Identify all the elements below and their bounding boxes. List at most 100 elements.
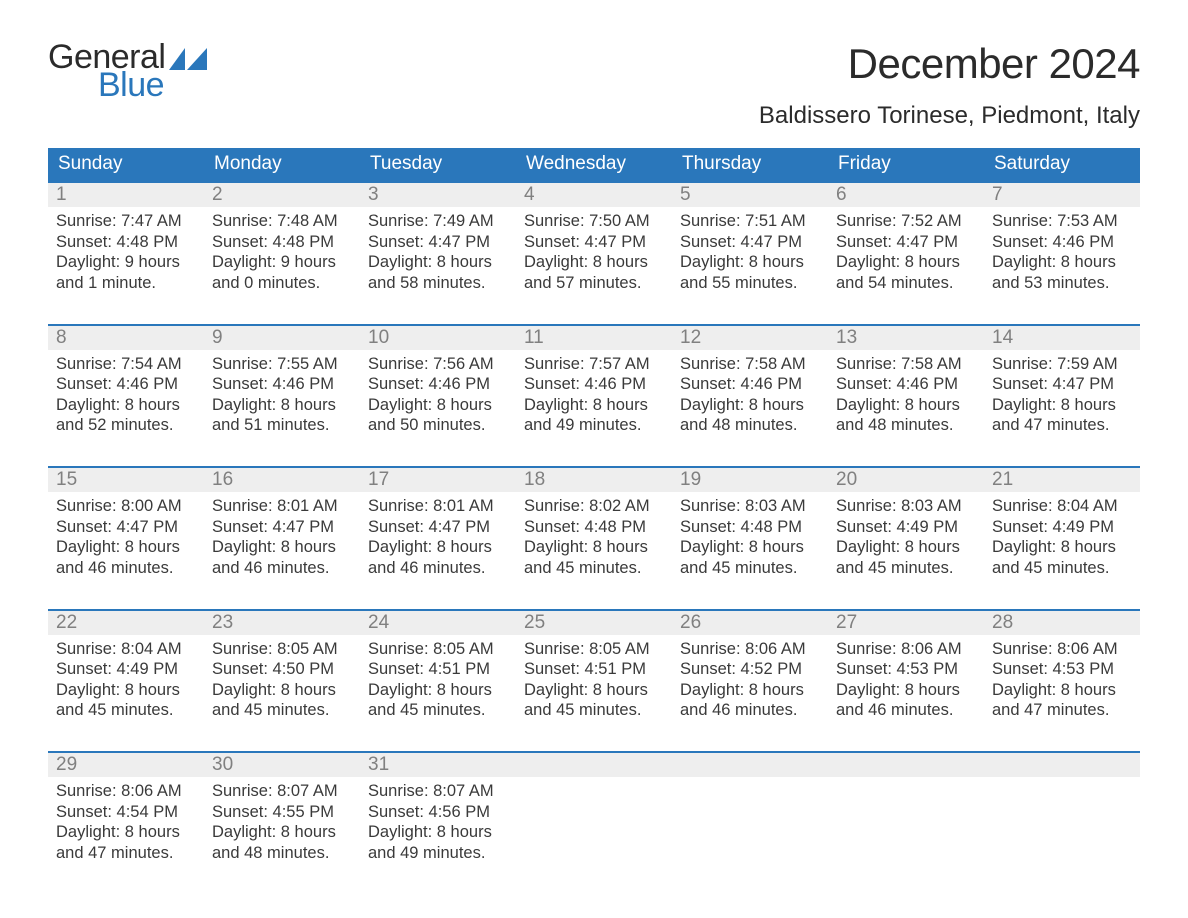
- daylight-line-2: and 46 minutes.: [212, 558, 352, 579]
- daylight-line-1: Daylight: 8 hours: [368, 537, 508, 558]
- daylight-line-1: Daylight: 8 hours: [212, 822, 352, 843]
- sunrise-line: Sunrise: 8:07 AM: [368, 781, 508, 802]
- day-cell: Sunrise: 8:03 AMSunset: 4:48 PMDaylight:…: [672, 492, 828, 579]
- day-number: [672, 753, 828, 777]
- daylight-line-2: and 54 minutes.: [836, 273, 976, 294]
- sunset-line: Sunset: 4:46 PM: [680, 374, 820, 395]
- sunset-line: Sunset: 4:51 PM: [368, 659, 508, 680]
- day-number: 18: [516, 468, 672, 492]
- sunset-line: Sunset: 4:48 PM: [680, 517, 820, 538]
- sunrise-line: Sunrise: 7:49 AM: [368, 211, 508, 232]
- logo-text-blue: Blue: [98, 68, 207, 102]
- day-cell: Sunrise: 8:05 AMSunset: 4:51 PMDaylight:…: [360, 635, 516, 722]
- day-cell: Sunrise: 8:06 AMSunset: 4:52 PMDaylight:…: [672, 635, 828, 722]
- calendar-header-row: Sunday Monday Tuesday Wednesday Thursday…: [48, 148, 1140, 181]
- day-number: [516, 753, 672, 777]
- sunrise-line: Sunrise: 8:06 AM: [836, 639, 976, 660]
- daylight-line-1: Daylight: 8 hours: [524, 537, 664, 558]
- day-number: 11: [516, 326, 672, 350]
- sunrise-line: Sunrise: 7:58 AM: [680, 354, 820, 375]
- sunrise-line: Sunrise: 7:55 AM: [212, 354, 352, 375]
- daylight-line-1: Daylight: 8 hours: [56, 395, 196, 416]
- sunset-line: Sunset: 4:52 PM: [680, 659, 820, 680]
- day-number: 16: [204, 468, 360, 492]
- daylight-line-2: and 47 minutes.: [992, 700, 1132, 721]
- daylight-line-2: and 48 minutes.: [680, 415, 820, 436]
- day-cell: Sunrise: 8:05 AMSunset: 4:51 PMDaylight:…: [516, 635, 672, 722]
- daylight-line-1: Daylight: 8 hours: [524, 395, 664, 416]
- day-cell: Sunrise: 7:57 AMSunset: 4:46 PMDaylight:…: [516, 350, 672, 437]
- daylight-line-2: and 45 minutes.: [212, 700, 352, 721]
- daylight-line-2: and 47 minutes.: [992, 415, 1132, 436]
- sunset-line: Sunset: 4:46 PM: [836, 374, 976, 395]
- sunrise-line: Sunrise: 7:51 AM: [680, 211, 820, 232]
- sunset-line: Sunset: 4:47 PM: [992, 374, 1132, 395]
- daylight-line-1: Daylight: 8 hours: [524, 680, 664, 701]
- day-cell: Sunrise: 8:06 AMSunset: 4:53 PMDaylight:…: [984, 635, 1140, 722]
- day-cell: Sunrise: 8:07 AMSunset: 4:56 PMDaylight:…: [360, 777, 516, 864]
- day-number-band: 22232425262728: [48, 611, 1140, 635]
- logo: General Blue: [48, 40, 207, 102]
- daylight-line-1: Daylight: 8 hours: [56, 680, 196, 701]
- sunset-line: Sunset: 4:51 PM: [524, 659, 664, 680]
- week-row: 293031Sunrise: 8:06 AMSunset: 4:54 PMDay…: [48, 751, 1140, 864]
- day-number: 13: [828, 326, 984, 350]
- sunset-line: Sunset: 4:47 PM: [836, 232, 976, 253]
- sunset-line: Sunset: 4:50 PM: [212, 659, 352, 680]
- sunrise-line: Sunrise: 8:04 AM: [992, 496, 1132, 517]
- daylight-line-2: and 46 minutes.: [836, 700, 976, 721]
- day-number: 4: [516, 183, 672, 207]
- sunset-line: Sunset: 4:46 PM: [212, 374, 352, 395]
- sunset-line: Sunset: 4:46 PM: [524, 374, 664, 395]
- daylight-line-2: and 46 minutes.: [56, 558, 196, 579]
- daylight-line-2: and 46 minutes.: [368, 558, 508, 579]
- day-number: 9: [204, 326, 360, 350]
- day-cell: Sunrise: 7:51 AMSunset: 4:47 PMDaylight:…: [672, 207, 828, 294]
- daylight-line-1: Daylight: 8 hours: [680, 680, 820, 701]
- sunrise-line: Sunrise: 7:47 AM: [56, 211, 196, 232]
- sunrise-line: Sunrise: 7:57 AM: [524, 354, 664, 375]
- sunset-line: Sunset: 4:53 PM: [992, 659, 1132, 680]
- day-number: 27: [828, 611, 984, 635]
- daylight-line-2: and 1 minute.: [56, 273, 196, 294]
- daylight-line-2: and 55 minutes.: [680, 273, 820, 294]
- daylight-line-1: Daylight: 8 hours: [368, 680, 508, 701]
- daylight-line-1: Daylight: 8 hours: [836, 680, 976, 701]
- day-cell: Sunrise: 7:53 AMSunset: 4:46 PMDaylight:…: [984, 207, 1140, 294]
- sunset-line: Sunset: 4:55 PM: [212, 802, 352, 823]
- day-cell: Sunrise: 8:00 AMSunset: 4:47 PMDaylight:…: [48, 492, 204, 579]
- col-wednesday: Wednesday: [516, 148, 672, 181]
- col-friday: Friday: [828, 148, 984, 181]
- logo-triangle-icon: [169, 48, 207, 70]
- day-number: 24: [360, 611, 516, 635]
- day-cell: Sunrise: 8:06 AMSunset: 4:53 PMDaylight:…: [828, 635, 984, 722]
- day-cell: [516, 777, 672, 864]
- day-number: 12: [672, 326, 828, 350]
- daylight-line-2: and 45 minutes.: [680, 558, 820, 579]
- daylight-line-2: and 58 minutes.: [368, 273, 508, 294]
- daylight-line-1: Daylight: 9 hours: [212, 252, 352, 273]
- daylight-line-2: and 48 minutes.: [836, 415, 976, 436]
- sunrise-line: Sunrise: 8:07 AM: [212, 781, 352, 802]
- col-thursday: Thursday: [672, 148, 828, 181]
- day-cell: [672, 777, 828, 864]
- day-number: 8: [48, 326, 204, 350]
- day-number: 20: [828, 468, 984, 492]
- daylight-line-1: Daylight: 8 hours: [836, 395, 976, 416]
- daylight-line-1: Daylight: 8 hours: [368, 395, 508, 416]
- sunset-line: Sunset: 4:54 PM: [56, 802, 196, 823]
- day-cell: Sunrise: 8:01 AMSunset: 4:47 PMDaylight:…: [360, 492, 516, 579]
- daylight-line-1: Daylight: 8 hours: [212, 537, 352, 558]
- day-number: 3: [360, 183, 516, 207]
- sunrise-line: Sunrise: 7:54 AM: [56, 354, 196, 375]
- day-cell: Sunrise: 8:06 AMSunset: 4:54 PMDaylight:…: [48, 777, 204, 864]
- day-number: 6: [828, 183, 984, 207]
- day-number: 7: [984, 183, 1140, 207]
- daylight-line-1: Daylight: 8 hours: [836, 252, 976, 273]
- day-cell: Sunrise: 8:04 AMSunset: 4:49 PMDaylight:…: [48, 635, 204, 722]
- day-cell: Sunrise: 7:49 AMSunset: 4:47 PMDaylight:…: [360, 207, 516, 294]
- daylight-line-2: and 45 minutes.: [836, 558, 976, 579]
- day-cell: Sunrise: 7:55 AMSunset: 4:46 PMDaylight:…: [204, 350, 360, 437]
- daylight-line-2: and 53 minutes.: [992, 273, 1132, 294]
- day-number: 14: [984, 326, 1140, 350]
